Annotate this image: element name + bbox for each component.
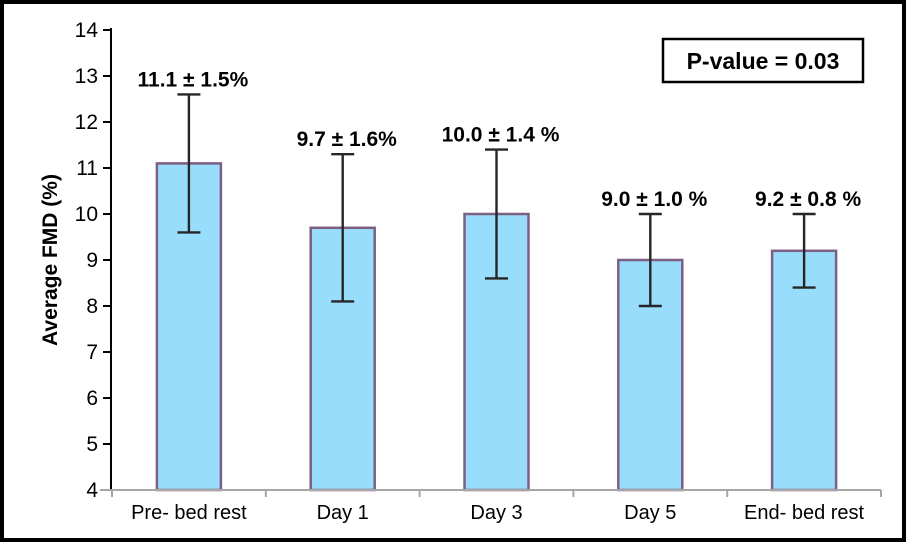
- y-tick-label: 13: [75, 65, 98, 88]
- y-tick-label: 14: [75, 19, 99, 42]
- x-tick-label: Day 5: [624, 502, 676, 524]
- p-value-text: P-value = 0.03: [687, 48, 840, 74]
- x-tick-label: End- bed rest: [744, 502, 865, 524]
- y-tick-label: 5: [86, 433, 98, 456]
- x-tick-label: Pre- bed rest: [131, 502, 247, 524]
- value-label: 11.1 ± 1.5%: [138, 68, 249, 91]
- bar: [463, 212, 530, 492]
- p-value-box: P-value = 0.03: [661, 37, 865, 84]
- y-axis-title: Average FMD (%): [39, 174, 62, 346]
- y-tick-label: 9: [86, 249, 98, 272]
- p-value-box-border: [661, 37, 865, 84]
- y-tick-label: 7: [86, 341, 98, 364]
- value-label: 10.0 ± 1.4 %: [442, 124, 560, 147]
- y-tick-label: 4: [86, 479, 98, 502]
- y-tick-label: 10: [75, 203, 98, 226]
- y-tick-label: 11: [76, 157, 98, 180]
- x-tick-label: Day 1: [317, 502, 369, 524]
- y-tick-label: 8: [86, 295, 98, 318]
- value-label: 9.0 ± 1.0 %: [601, 188, 707, 211]
- plot-area: 4 5 6 7 8 9 10 11 12 13 14 11.1 ± 1.5% Pre- bed rest…: [75, 19, 882, 524]
- x-tick-label: Day 3: [470, 502, 522, 524]
- bar: [770, 249, 838, 492]
- y-tick-label: 6: [86, 387, 98, 410]
- value-label: 9.7 ± 1.6%: [297, 128, 398, 151]
- y-tick-label: 12: [75, 111, 98, 134]
- value-label: 9.2 ± 0.8 %: [755, 188, 861, 211]
